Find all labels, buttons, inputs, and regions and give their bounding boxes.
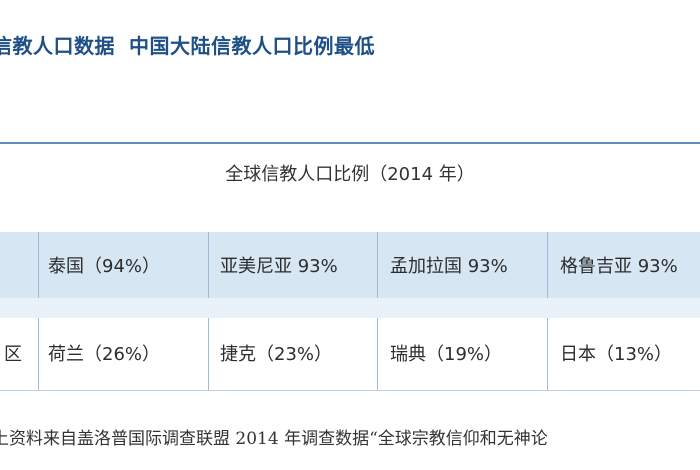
table-cell: 捷克（23%）	[220, 344, 333, 365]
table-cell: 瑞典（19%）	[390, 344, 503, 365]
table-cell: 孟加拉国 93%	[390, 256, 508, 277]
row-label-cell	[0, 232, 36, 298]
row-divider	[0, 390, 700, 391]
headline-part-2: 中国大陆信教人口比例最低	[129, 34, 375, 58]
column-divider	[38, 318, 39, 390]
headline-part-1: 信教人口数据	[0, 34, 115, 58]
table-cell: 格鲁吉亚 93%	[560, 256, 678, 277]
table-row: 泰国（94%） 亚美尼亚 93% 孟加拉国 93% 格鲁吉亚 93%	[0, 232, 700, 298]
table-title: 全球信教人口比例（2014 年）	[225, 164, 475, 185]
column-divider	[377, 232, 378, 298]
table-cell: 泰国（94%）	[48, 256, 161, 277]
column-divider	[547, 318, 548, 390]
column-divider	[208, 318, 209, 390]
page-headline: 信教人口数据 中国大陆信教人口比例最低	[0, 30, 375, 59]
row-label-cell: 区	[4, 344, 22, 365]
table-cell: 亚美尼亚 93%	[220, 256, 338, 277]
table-cell: 日本（13%）	[560, 344, 673, 365]
column-divider	[38, 232, 39, 298]
source-footnote: 上资料来自盖洛普国际调查联盟 2014 年调查数据“全球宗教信仰和无神论	[0, 429, 548, 449]
column-divider	[208, 232, 209, 298]
row-gap-band	[0, 298, 700, 318]
table-cell: 荷兰（26%）	[48, 344, 161, 365]
top-rule	[0, 142, 700, 144]
table-row: 区 荷兰（26%） 捷克（23%） 瑞典（19%） 日本（13%）	[0, 318, 700, 390]
column-divider	[377, 318, 378, 390]
column-divider	[547, 232, 548, 298]
